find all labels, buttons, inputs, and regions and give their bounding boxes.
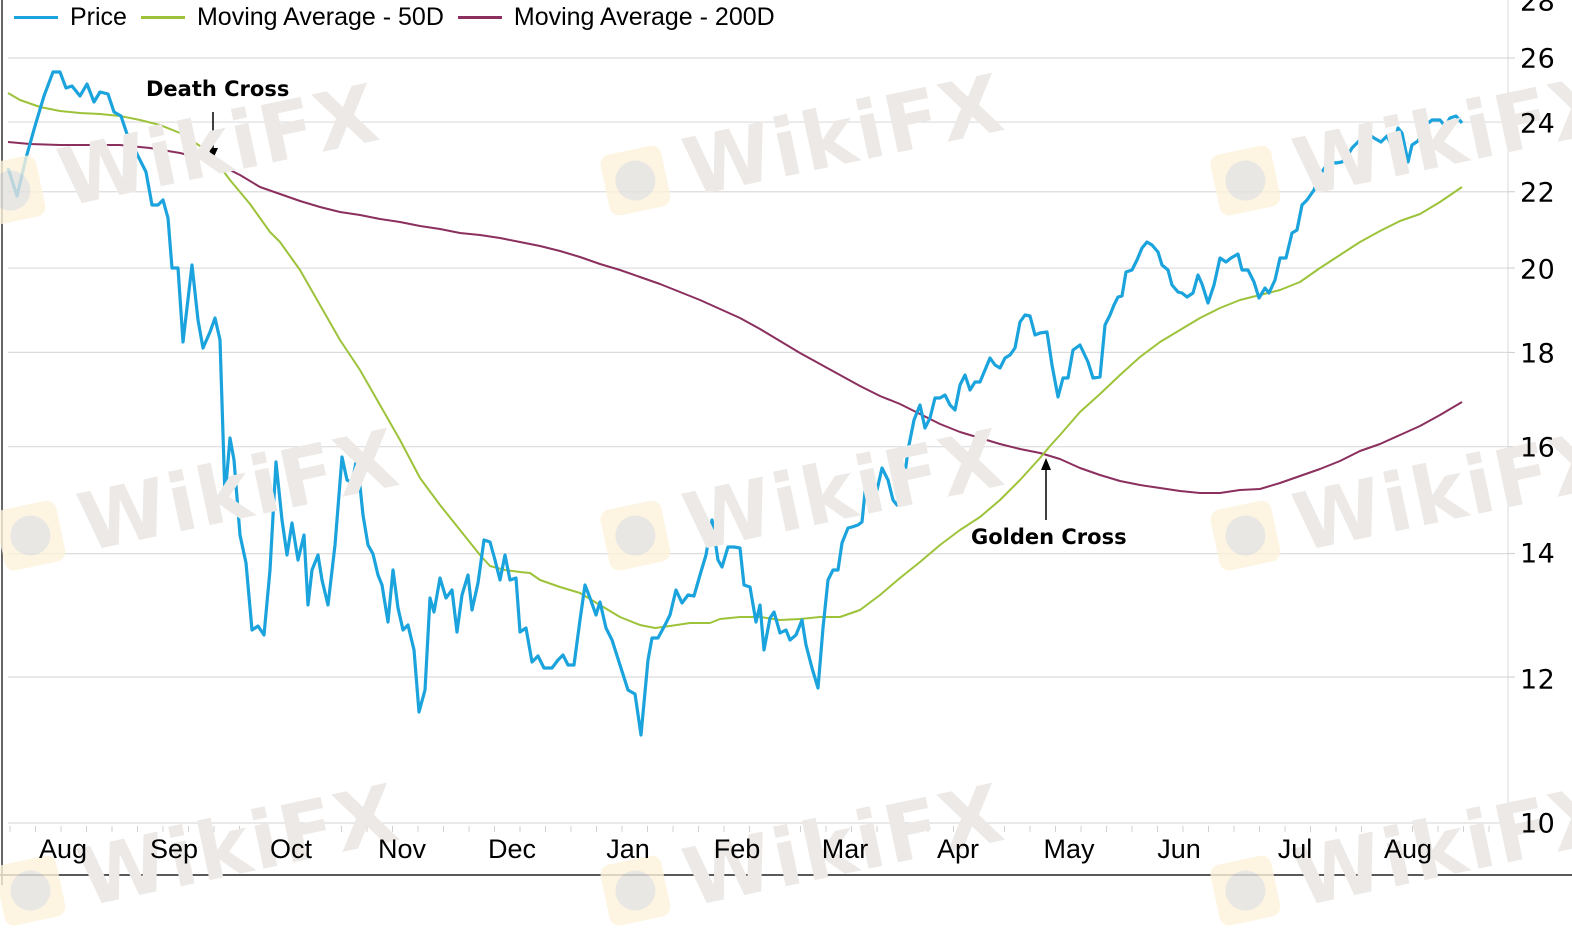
legend-item-ma50[interactable]: Moving Average - 50D bbox=[140, 2, 444, 32]
legend-label: Price bbox=[70, 2, 127, 31]
x-tick-label: Nov bbox=[377, 834, 427, 864]
death-cross-arrow bbox=[208, 112, 218, 159]
series-line-moving-average-50d bbox=[7, 92, 1463, 629]
series-line-moving-average-200d bbox=[7, 141, 1463, 494]
legend-swatch-ma200 bbox=[457, 15, 502, 19]
golden-cross-label: Golden Cross bbox=[971, 525, 1127, 549]
x-tick-label: Dec bbox=[487, 834, 537, 864]
x-tick-label: Sep bbox=[149, 834, 199, 864]
x-tick-label: Jun bbox=[1157, 834, 1201, 864]
x-tick-label: Jan bbox=[606, 834, 650, 864]
x-tick-label: Feb bbox=[713, 834, 761, 864]
legend-item-price[interactable]: Price bbox=[14, 3, 127, 32]
y-tick-label: 24 bbox=[1520, 108, 1556, 140]
y-tick-label: 12 bbox=[1520, 664, 1556, 696]
y-tick-label: 10 bbox=[1520, 808, 1556, 840]
legend-label: Moving Average - 50D bbox=[196, 2, 444, 31]
x-tick-label: Oct bbox=[269, 834, 313, 864]
y-tick-label: 20 bbox=[1520, 254, 1556, 286]
x-tick-label: Jul bbox=[1277, 834, 1313, 864]
legend-item-ma200[interactable]: Moving Average - 200D bbox=[457, 2, 775, 32]
x-tick-label: Aug bbox=[38, 834, 88, 864]
chart-canvas bbox=[0, 0, 1572, 885]
legend-label: Moving Average - 200D bbox=[513, 2, 775, 31]
legend: Price Moving Average - 50D Moving Averag… bbox=[14, 2, 789, 32]
series-lines bbox=[6, 70, 1464, 737]
legend-swatch-ma50 bbox=[140, 15, 185, 19]
y-tick-label: 26 bbox=[1520, 43, 1556, 75]
gridlines bbox=[8, 57, 1515, 824]
x-tick-label: Aug bbox=[1383, 834, 1433, 864]
golden-cross-arrow bbox=[1041, 458, 1051, 520]
x-tick-label: May bbox=[1043, 834, 1095, 864]
y-tick-label: 22 bbox=[1520, 177, 1556, 209]
series-line-price bbox=[6, 70, 1464, 737]
y-tick-label: 14 bbox=[1520, 538, 1556, 570]
y-tick-label: 16 bbox=[1520, 432, 1556, 464]
y-tick-label: 28 bbox=[1520, 0, 1556, 18]
x-tick-label: Apr bbox=[936, 834, 980, 864]
x-tick-label: Mar bbox=[821, 834, 869, 864]
x-tick-marks bbox=[9, 826, 1490, 832]
y-tick-label: 18 bbox=[1520, 338, 1556, 370]
legend-swatch-price bbox=[14, 15, 58, 19]
death-cross-label: Death Cross bbox=[146, 77, 290, 101]
